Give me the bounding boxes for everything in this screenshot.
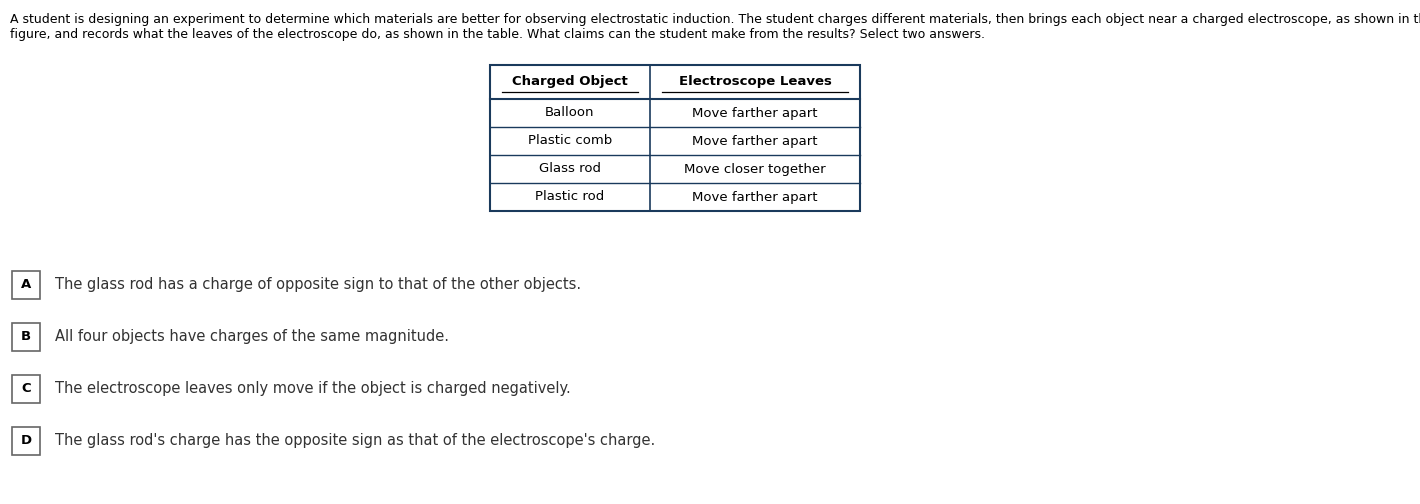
Text: Move farther apart: Move farther apart [693, 106, 818, 119]
Text: Charged Object: Charged Object [513, 76, 628, 89]
Text: Glass rod: Glass rod [540, 162, 601, 175]
Text: Plastic rod: Plastic rod [535, 191, 605, 204]
Text: figure, and records what the leaves of the electroscope do, as shown in the tabl: figure, and records what the leaves of t… [10, 28, 985, 41]
Bar [11, 375, 40, 403]
Text: Move farther apart: Move farther apart [693, 191, 818, 204]
Text: Move farther apart: Move farther apart [693, 135, 818, 148]
Text: C: C [21, 383, 31, 396]
Bar [11, 323, 40, 351]
Text: Move closer together: Move closer together [684, 162, 826, 175]
Text: A: A [21, 279, 31, 291]
Text: The glass rod has a charge of opposite sign to that of the other objects.: The glass rod has a charge of opposite s… [55, 278, 581, 292]
Bar [490, 65, 861, 211]
Bar [11, 271, 40, 299]
Text: D: D [20, 434, 31, 448]
Text: Electroscope Leaves: Electroscope Leaves [679, 76, 832, 89]
Bar [11, 427, 40, 455]
Text: All four objects have charges of the same magnitude.: All four objects have charges of the sam… [55, 330, 449, 345]
Text: The electroscope leaves only move if the object is charged negatively.: The electroscope leaves only move if the… [55, 382, 571, 397]
Text: A student is designing an experiment to determine which materials are better for: A student is designing an experiment to … [10, 13, 1420, 26]
Text: The glass rod's charge has the opposite sign as that of the electroscope's charg: The glass rod's charge has the opposite … [55, 433, 655, 449]
Text: Balloon: Balloon [545, 106, 595, 119]
Text: B: B [21, 331, 31, 344]
Text: Plastic comb: Plastic comb [528, 135, 612, 148]
